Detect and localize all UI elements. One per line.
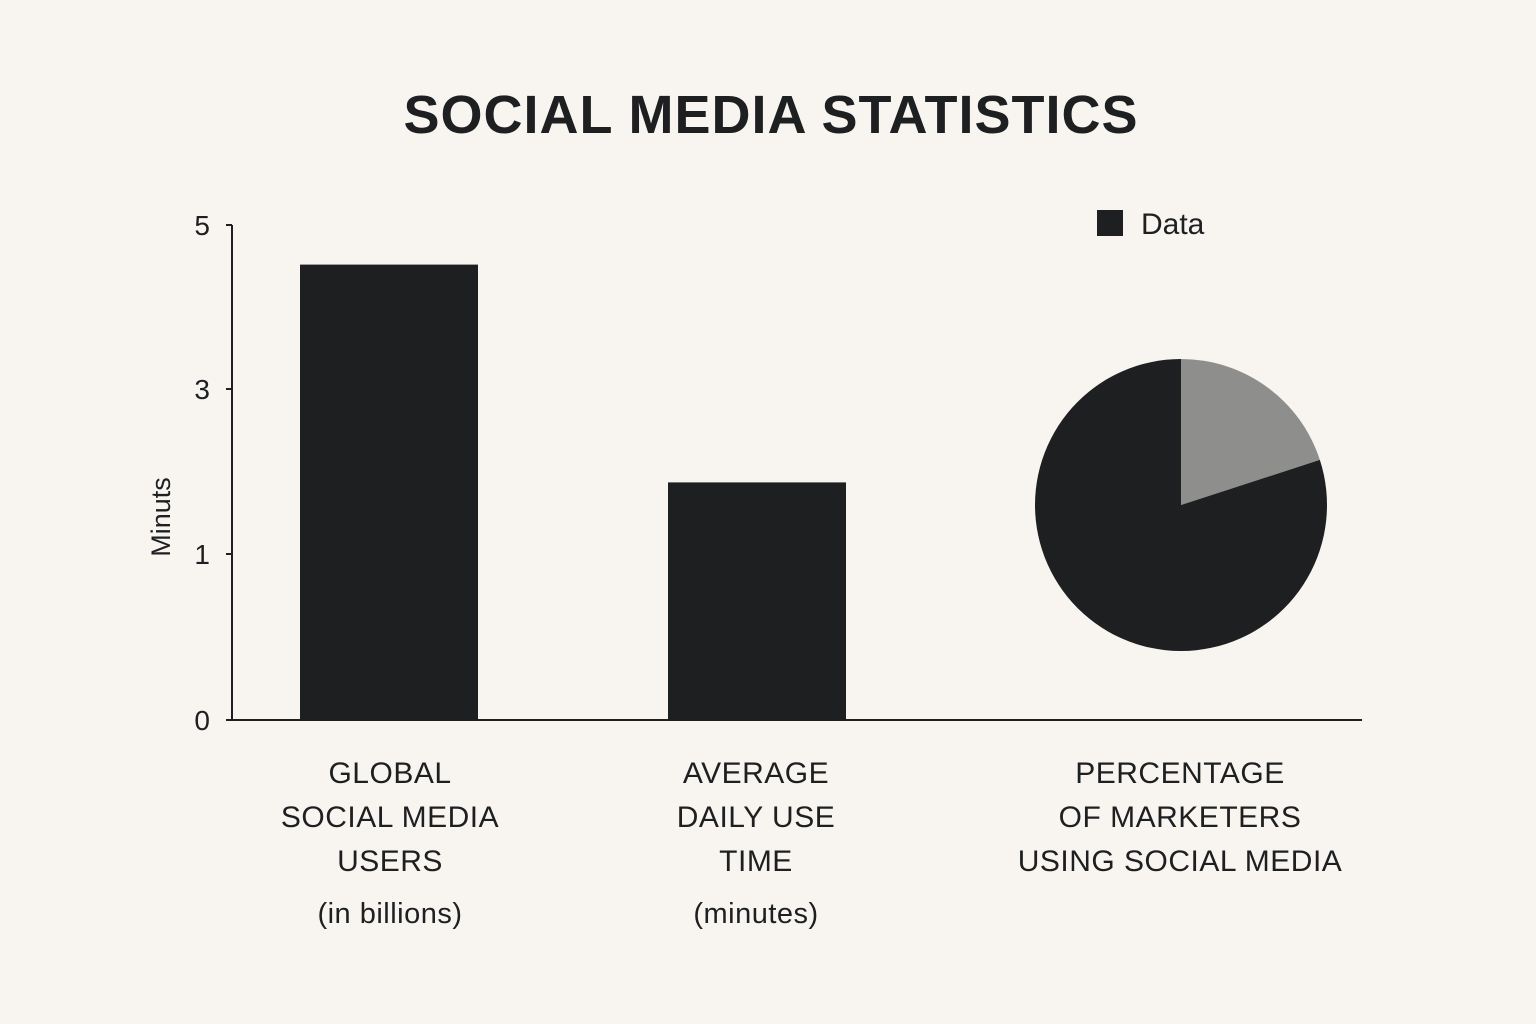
pie-slice [1034, 359, 1327, 652]
category-label-daily-use: AVERAGE DAILY USE TIME (minutes) [606, 752, 906, 936]
category-label-line: SOCIAL MEDIA [280, 801, 500, 834]
category-label-line: USERS [337, 845, 443, 878]
category-label-marketers: PERCENTAGE OF MARKETERS USING SOCIAL MED… [990, 752, 1370, 884]
y-tick-label: 3 [194, 374, 210, 405]
y-tick-label: 5 [194, 210, 210, 241]
category-label-line: USING SOCIAL MEDIA [1017, 845, 1343, 878]
category-label-line: GLOBAL [328, 757, 452, 790]
y-axis-label: Minuts [146, 477, 176, 557]
category-label-unit: (in billions) [317, 898, 463, 930]
chart-title: SOCIAL MEDIA STATISTICS [403, 85, 1139, 145]
bar [300, 264, 478, 720]
bar [668, 482, 846, 720]
legend-swatch [1097, 210, 1123, 236]
category-label-line: PERCENTAGE [1075, 757, 1285, 790]
pie-slice [1181, 359, 1320, 505]
legend-label: Data [1141, 208, 1205, 241]
category-label-line: AVERAGE [682, 757, 830, 790]
category-label-line: DAILY USE [676, 801, 836, 834]
category-label-users: GLOBAL SOCIAL MEDIA USERS (in billions) [240, 752, 540, 936]
category-label-line: OF MARKETERS [1058, 801, 1302, 834]
y-tick-label: 0 [194, 705, 210, 736]
category-label-unit: (minutes) [693, 898, 819, 930]
category-label-line: TIME [719, 845, 793, 878]
y-tick-label: 1 [194, 539, 210, 570]
